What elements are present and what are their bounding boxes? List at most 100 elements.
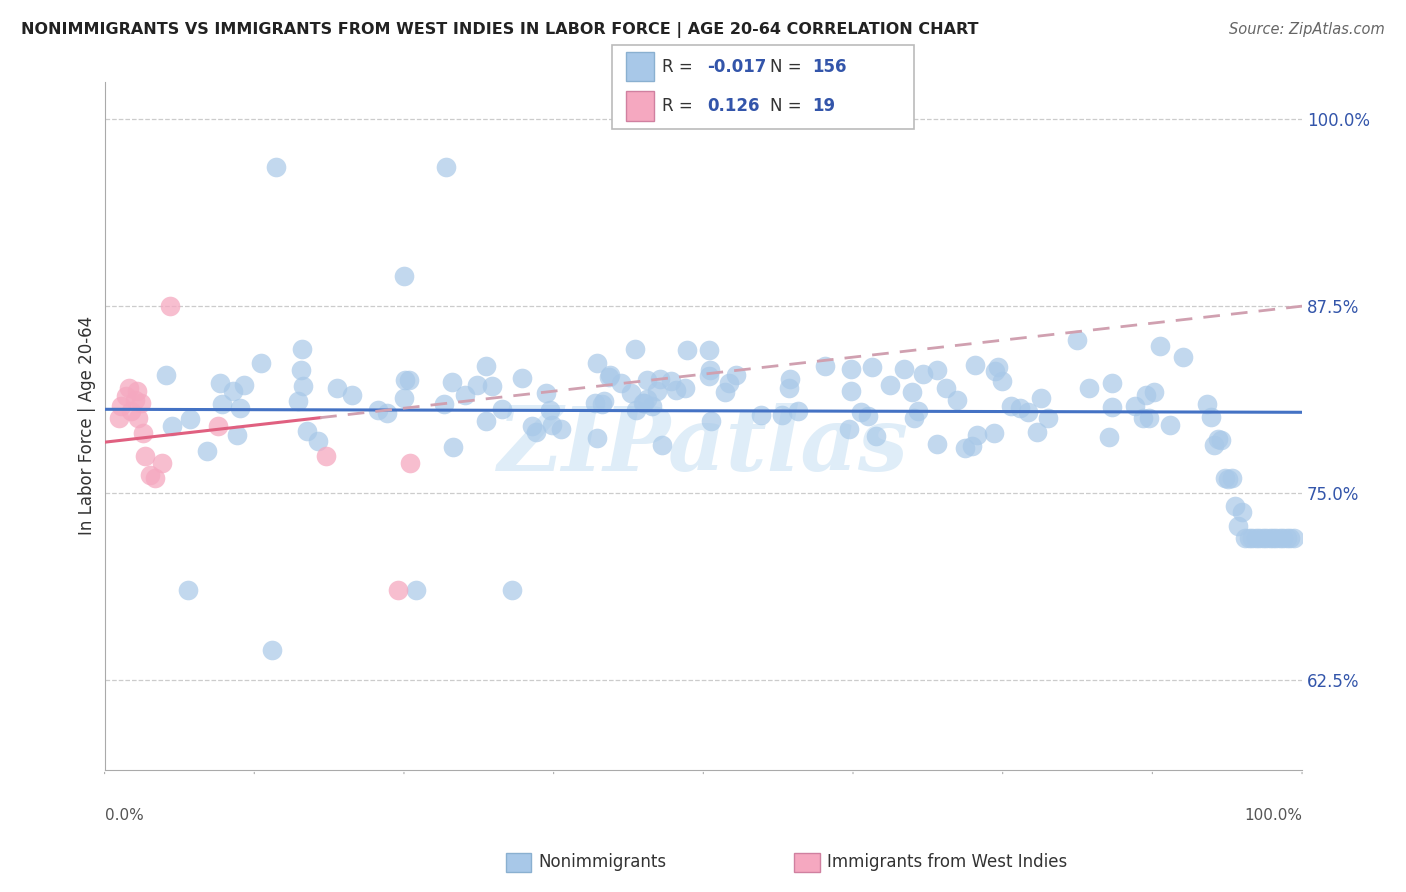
Point	[865, 429, 887, 443]
Point	[1213, 471, 1236, 485]
Point	[1173, 351, 1195, 365]
Point	[534, 386, 557, 401]
Point	[583, 396, 606, 410]
Point	[228, 401, 250, 416]
Point	[935, 381, 957, 395]
Point	[387, 583, 409, 598]
Point	[434, 160, 457, 174]
Point	[1220, 471, 1243, 485]
Point	[290, 363, 312, 377]
Point	[398, 373, 420, 387]
Point	[893, 362, 915, 376]
Point	[966, 427, 988, 442]
Point	[987, 359, 1010, 374]
Point	[367, 402, 389, 417]
Point	[433, 396, 456, 410]
Point	[724, 368, 747, 382]
Point	[1279, 531, 1302, 545]
Point	[1143, 385, 1166, 400]
Point	[1206, 432, 1229, 446]
Point	[1017, 405, 1039, 419]
Point	[159, 299, 181, 313]
Point	[155, 368, 177, 383]
Point	[856, 409, 879, 423]
Point	[778, 381, 800, 395]
Point	[394, 391, 416, 405]
Point	[120, 404, 142, 418]
Point	[129, 396, 152, 410]
Point	[394, 373, 416, 387]
Point	[475, 359, 498, 373]
Point	[851, 405, 873, 419]
Point	[631, 396, 654, 410]
Text: Immigrants from West Indies: Immigrants from West Indies	[827, 853, 1067, 871]
Point	[1197, 397, 1219, 411]
Point	[626, 403, 648, 417]
Point	[208, 376, 231, 390]
Point	[1000, 399, 1022, 413]
Point	[124, 393, 146, 408]
Point	[648, 372, 671, 386]
Point	[624, 342, 647, 356]
Point	[599, 368, 621, 382]
Point	[375, 406, 398, 420]
Point	[405, 583, 427, 598]
Point	[839, 361, 862, 376]
Point	[475, 414, 498, 428]
Text: 156: 156	[813, 59, 848, 77]
Point	[960, 439, 983, 453]
Point	[526, 425, 548, 439]
Point	[1026, 425, 1049, 439]
Point	[1251, 531, 1274, 545]
Point	[714, 384, 737, 399]
Point	[907, 404, 929, 418]
Point	[139, 468, 162, 483]
Point	[1244, 531, 1267, 545]
Point	[1101, 401, 1123, 415]
Point	[1234, 531, 1257, 545]
Point	[127, 411, 149, 425]
Point	[1230, 505, 1253, 519]
Point	[665, 383, 688, 397]
Text: R =: R =	[662, 97, 699, 115]
Point	[222, 384, 245, 398]
Point	[481, 379, 503, 393]
Point	[749, 408, 772, 422]
Point	[1268, 531, 1291, 545]
Text: NONIMMIGRANTS VS IMMIGRANTS FROM WEST INDIES IN LABOR FORCE | AGE 20-64 CORRELAT: NONIMMIGRANTS VS IMMIGRANTS FROM WEST IN…	[21, 22, 979, 38]
Point	[900, 384, 922, 399]
Point	[1123, 400, 1146, 414]
Point	[786, 404, 808, 418]
Point	[598, 370, 620, 384]
Point	[838, 422, 860, 436]
Point	[177, 583, 200, 598]
Point	[211, 397, 233, 411]
Point	[1135, 388, 1157, 402]
Point	[522, 419, 544, 434]
Point	[160, 419, 183, 434]
Point	[291, 342, 314, 356]
Text: N =: N =	[770, 59, 807, 77]
Point	[983, 363, 1005, 377]
Point	[287, 394, 309, 409]
Point	[541, 417, 564, 432]
Point	[1265, 531, 1288, 545]
Point	[645, 384, 668, 398]
Point	[1227, 519, 1250, 533]
Point	[207, 418, 229, 433]
Point	[814, 359, 837, 374]
Point	[591, 397, 613, 411]
Point	[1098, 430, 1121, 444]
Point	[1066, 334, 1088, 348]
Text: 0.0%: 0.0%	[104, 808, 143, 823]
Point	[115, 389, 138, 403]
Point	[925, 437, 948, 451]
Point	[1254, 531, 1277, 545]
Point	[491, 401, 513, 416]
Point	[1249, 531, 1271, 545]
Point	[585, 431, 607, 445]
Point	[620, 385, 643, 400]
Point	[1159, 417, 1181, 432]
Point	[927, 363, 949, 377]
Point	[636, 392, 658, 407]
